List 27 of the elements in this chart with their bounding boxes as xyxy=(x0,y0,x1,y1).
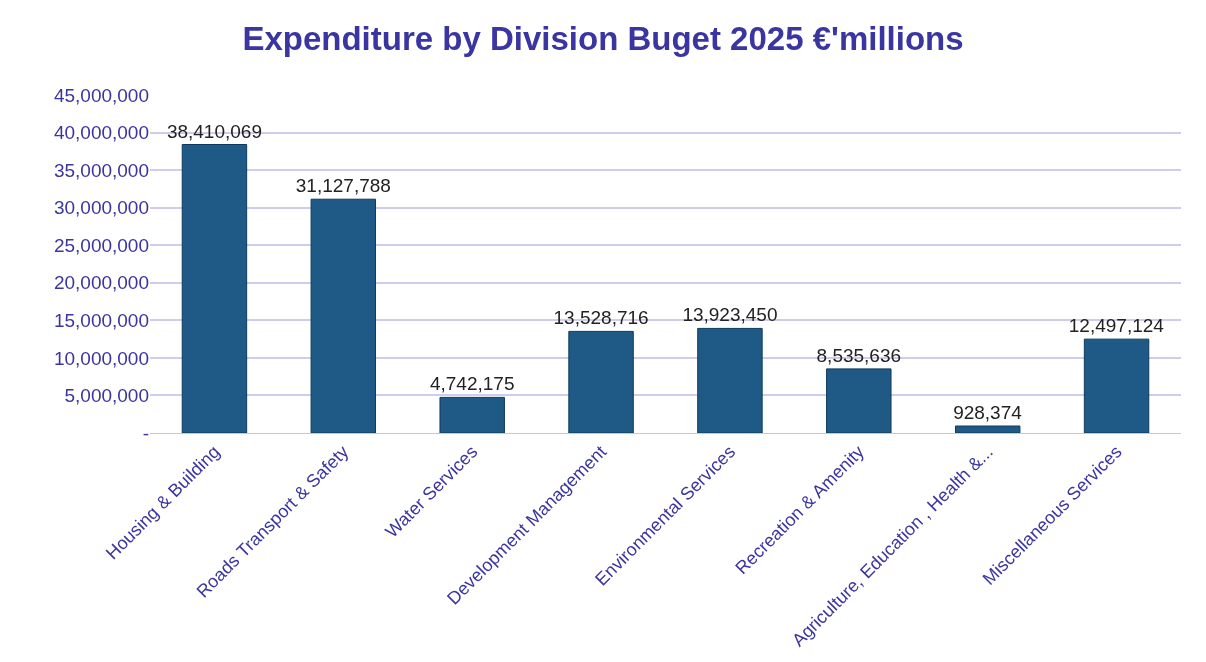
y-tick-label: 20,000,000 xyxy=(53,272,149,294)
y-tick-label: 15,000,000 xyxy=(53,309,149,331)
data-label: 38,410,069 xyxy=(166,120,262,142)
y-tick-label: 35,000,000 xyxy=(53,159,149,181)
data-label: 4,742,175 xyxy=(429,373,515,395)
y-tick-label: 5,000,000 xyxy=(64,385,149,407)
data-label: 31,127,788 xyxy=(295,175,391,197)
y-tick-label: 40,000,000 xyxy=(53,122,149,144)
data-label: 12,497,124 xyxy=(1068,315,1165,337)
data-label: 13,923,450 xyxy=(682,304,778,326)
bar xyxy=(181,144,248,433)
bar xyxy=(826,368,892,433)
y-tick-label: 45,000,000 xyxy=(53,84,149,106)
bar xyxy=(697,327,763,433)
data-label: 13,528,716 xyxy=(553,307,649,329)
chart-title: Expenditure by Division Buget 2025 €'millions xyxy=(242,19,964,57)
data-label: 8,535,636 xyxy=(816,344,902,366)
data-label: 928,374 xyxy=(953,402,1023,424)
bar xyxy=(568,330,634,433)
y-tick-label: 25,000,000 xyxy=(53,234,149,256)
bar xyxy=(439,396,505,433)
bar xyxy=(954,425,1021,433)
y-tick-label: 30,000,000 xyxy=(53,197,149,219)
bar xyxy=(1083,338,1150,433)
y-tick-label: - xyxy=(142,422,149,444)
bar xyxy=(310,198,377,433)
y-tick-label: 10,000,000 xyxy=(53,347,149,369)
